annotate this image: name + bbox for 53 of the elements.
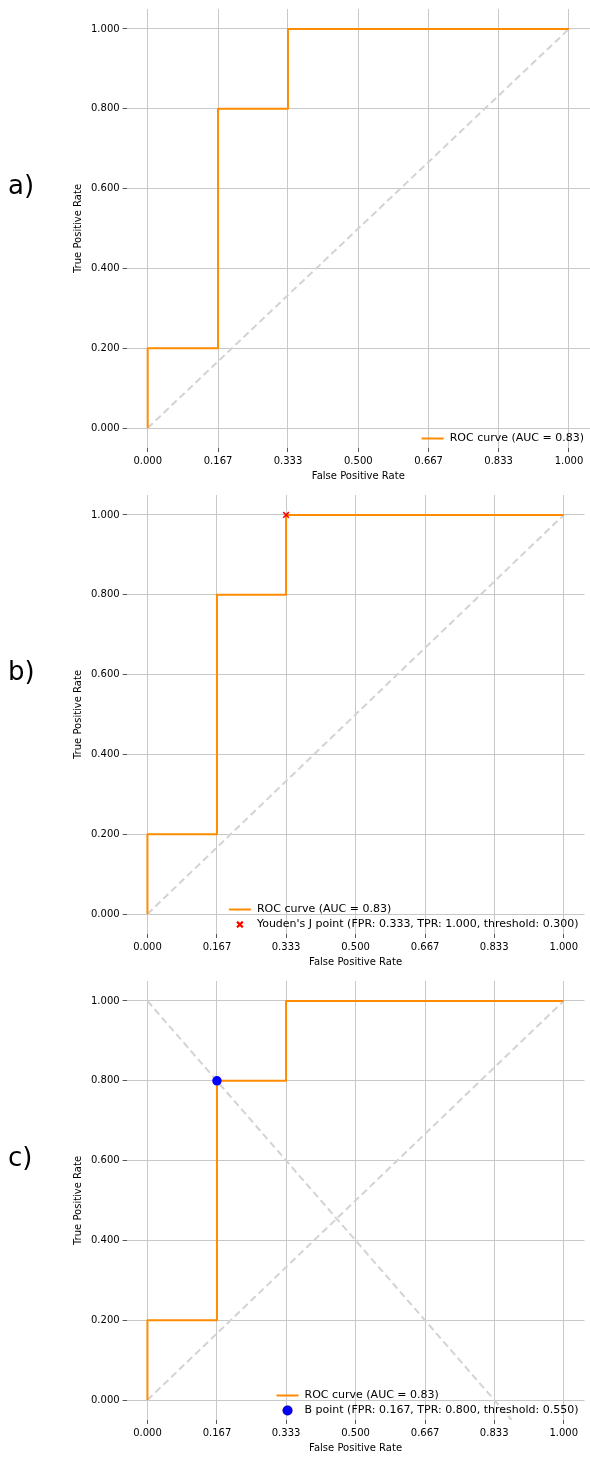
x-tick-label: 0.667: [414, 454, 443, 466]
x-tick-label: 0.833: [479, 940, 509, 952]
y-tick-label: 0.800: [90, 102, 120, 114]
y-axis-title: True Positive Rate: [71, 1155, 83, 1247]
y-tick-label: 0.600: [90, 1154, 120, 1166]
x-tick-label: 0.167: [203, 454, 233, 466]
x-tick-label: 0.500: [341, 940, 370, 952]
y-tick-label: 0.200: [90, 341, 120, 353]
legend-label: ROC curve (AUC = 0.83): [304, 1388, 439, 1402]
y-tick-label: 0.000: [90, 1393, 120, 1405]
x-tick-label: 0.000: [133, 940, 162, 952]
y-tick-label: 0.400: [90, 748, 120, 759]
y-tick-label: 0.200: [90, 827, 120, 839]
x-tick-label: 0.333: [273, 454, 303, 466]
x-tick-label: 1.000: [554, 454, 584, 466]
y-tick-label: 0.800: [90, 1074, 120, 1086]
y-tick-label: 0.600: [90, 668, 120, 680]
legend-label: B point (FPR: 0.167, TPR: 0.800, threshold: 0.550): [304, 1403, 579, 1417]
x-tick-label: 0.667: [410, 1426, 440, 1438]
legend-label: ROC curve (AUC = 0.83): [449, 431, 585, 445]
x-tick-label: 0.167: [202, 940, 232, 952]
x-tick-label: 0.833: [479, 1426, 509, 1438]
y-tick-label: 0.000: [90, 907, 120, 919]
y-tick-label: 0.000: [90, 421, 120, 433]
y-tick-label: 0.800: [90, 588, 120, 600]
y-tick-label: 1.000: [90, 994, 120, 1006]
text: c): [8, 1142, 33, 1172]
x-axis-title: False Positive Rate: [309, 1441, 403, 1453]
text: a): [8, 170, 35, 200]
y-tick-label: 0.400: [90, 262, 120, 273]
legend-label: Youden's J point (FPR: 0.333, TPR: 1.000, threshold: 0.300): [255, 917, 579, 931]
legend-label: ROC curve (AUC = 0.83): [256, 902, 392, 916]
x-tick-label: 0.500: [343, 454, 373, 466]
x-axis-title: False Positive Rate: [309, 955, 403, 967]
y-axis-title: True Positive Rate: [71, 183, 83, 275]
x-tick-label: 1.000: [549, 1426, 579, 1438]
x-tick-label: 0.833: [484, 454, 513, 466]
x-axis-title: False Positive Rate: [311, 469, 405, 481]
x-tick-label: 1.000: [549, 940, 579, 952]
x-tick-label: 0.000: [133, 454, 163, 466]
y-tick-label: 0.600: [90, 182, 120, 194]
y-tick-label: 0.200: [90, 1313, 120, 1325]
text: b): [8, 656, 35, 686]
x-tick-label: 0.500: [341, 1426, 370, 1438]
x-tick-label: 0.667: [410, 940, 440, 952]
x-tick-label: 0.000: [133, 1426, 162, 1438]
x-tick-label: 0.167: [202, 1426, 232, 1438]
y-tick-label: 0.400: [90, 1234, 120, 1245]
x-tick-label: 0.333: [271, 940, 301, 952]
y-tick-label: 1.000: [90, 508, 120, 520]
y-tick-label: 1.000: [90, 22, 120, 34]
x-tick-label: 0.333: [271, 1426, 301, 1438]
y-axis-title: True Positive Rate: [71, 669, 83, 761]
